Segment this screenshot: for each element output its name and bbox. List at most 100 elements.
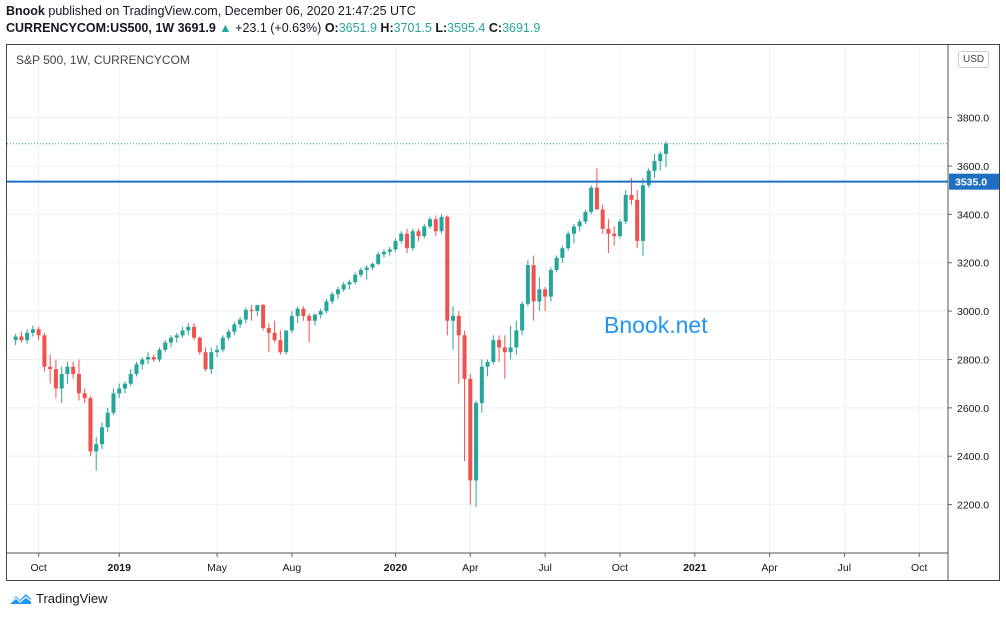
candle-body xyxy=(128,373,133,384)
price-chart[interactable]: 3535.0 2200.0 2400.0 2600.0 2800.0 3000.0 320… xyxy=(7,45,999,580)
candle-body xyxy=(566,233,571,249)
candle-body xyxy=(272,332,277,341)
candle-body xyxy=(255,305,260,312)
x-tick-label: Apr xyxy=(761,562,778,574)
candle-body xyxy=(381,251,386,255)
candle-body xyxy=(203,352,208,370)
candle-body xyxy=(445,216,450,321)
candle-body xyxy=(53,369,58,389)
y-tick-label: 3600.0 xyxy=(957,161,989,173)
candle-body xyxy=(358,269,363,275)
symbol-interval: CURRENCYCOM:US500, 1W xyxy=(6,21,175,35)
tradingview-logo-icon xyxy=(8,593,32,604)
candle-body xyxy=(261,305,266,329)
open-label: O: xyxy=(324,21,339,35)
candle-body xyxy=(243,309,248,320)
y-tick-label: 3000.0 xyxy=(957,306,989,318)
candle-body xyxy=(387,249,392,252)
candle-body xyxy=(341,284,346,290)
candle-body xyxy=(554,257,559,270)
candle-body xyxy=(192,326,197,338)
watermark-text: Bnook.net xyxy=(604,312,708,338)
change-up-icon: ▲ xyxy=(219,21,232,35)
high-value: 3701.5 xyxy=(393,21,432,35)
candle-body xyxy=(180,330,185,336)
candle-body xyxy=(151,357,156,360)
candle-body xyxy=(71,366,76,374)
candle-body xyxy=(140,359,145,365)
candle-body xyxy=(520,303,525,331)
candle-body xyxy=(364,267,369,270)
candle-body xyxy=(428,219,433,227)
grid-lines xyxy=(7,45,948,553)
footer-brand: TradingView xyxy=(36,591,108,606)
candle-body xyxy=(94,444,99,452)
candle-body xyxy=(122,383,127,389)
candle-body xyxy=(663,143,669,154)
candle-body xyxy=(238,319,243,325)
y-tick-label: 3400.0 xyxy=(957,209,989,221)
level-price-tag xyxy=(949,173,999,190)
candle-body xyxy=(353,274,358,283)
candle-body xyxy=(215,349,220,353)
currency-button[interactable]: USD xyxy=(958,51,990,68)
x-tick-label: Jul xyxy=(838,562,851,574)
tradingview-footer[interactable]: TradingView xyxy=(8,591,108,606)
candle-body xyxy=(99,427,104,445)
candle-body xyxy=(462,335,467,379)
last-price: 3691.9 xyxy=(177,21,216,35)
candle-body xyxy=(266,328,271,333)
candle-body xyxy=(197,337,202,353)
candle-body xyxy=(525,265,530,304)
candle-body xyxy=(623,194,628,222)
candle-body xyxy=(410,231,415,249)
candle-body xyxy=(583,211,588,222)
candle-body xyxy=(612,233,617,237)
candle-body xyxy=(393,240,398,250)
candle-body xyxy=(249,309,254,312)
candle-body xyxy=(531,265,536,302)
candle-body xyxy=(399,233,404,241)
candle-body xyxy=(600,209,605,229)
close-label: C: xyxy=(488,21,503,35)
candle-body xyxy=(433,219,438,232)
x-tick-label: Oct xyxy=(911,562,927,574)
candle-body xyxy=(232,324,237,332)
candle-body xyxy=(537,289,542,302)
candle-body xyxy=(278,340,283,353)
open-value: 3651.9 xyxy=(338,21,377,35)
candle-body xyxy=(422,226,427,237)
x-tick-label: May xyxy=(207,562,228,574)
x-tick-label: 2020 xyxy=(384,562,408,574)
candle-body xyxy=(635,199,640,241)
low-value: 3595.4 xyxy=(447,21,486,35)
candle-body xyxy=(370,263,375,268)
price-axis[interactable]: 2200.0 2400.0 2600.0 2800.0 3000.0 3200.0 3400… xyxy=(947,45,989,580)
level-price-label: 3535.0 xyxy=(955,177,987,189)
candle-body xyxy=(485,361,490,367)
candle-body xyxy=(594,187,599,210)
x-tick-label: Aug xyxy=(283,562,302,574)
time-axis[interactable]: Oct 2019 May Aug 2020 Apr Jul Oct 2021 Apr Jul Oct xyxy=(7,552,948,574)
candle-body xyxy=(105,412,110,428)
y-tick-label: 2800.0 xyxy=(957,354,989,366)
candle-body xyxy=(330,294,335,302)
candle-body xyxy=(497,340,502,348)
candle-body xyxy=(514,330,519,348)
candle-body xyxy=(318,311,323,315)
x-tick-label: 2019 xyxy=(108,562,132,574)
candle-body xyxy=(548,269,553,297)
symbol-label: S&P 500, 1W, CURRENCYCOM xyxy=(16,53,190,67)
horizontal-lines: 3535.0 xyxy=(7,143,999,190)
candle-body xyxy=(226,331,231,338)
candle-body xyxy=(456,315,461,336)
y-tick-label: 2400.0 xyxy=(957,451,989,463)
candle-body xyxy=(502,347,507,353)
candle-body xyxy=(117,388,122,394)
low-label: L: xyxy=(435,21,448,35)
publisher-name: Bnook xyxy=(6,4,45,18)
candle-body xyxy=(30,329,35,333)
close-value: 3691.9 xyxy=(502,21,541,35)
x-tick-label: Apr xyxy=(462,562,479,574)
candle-body xyxy=(65,366,70,374)
